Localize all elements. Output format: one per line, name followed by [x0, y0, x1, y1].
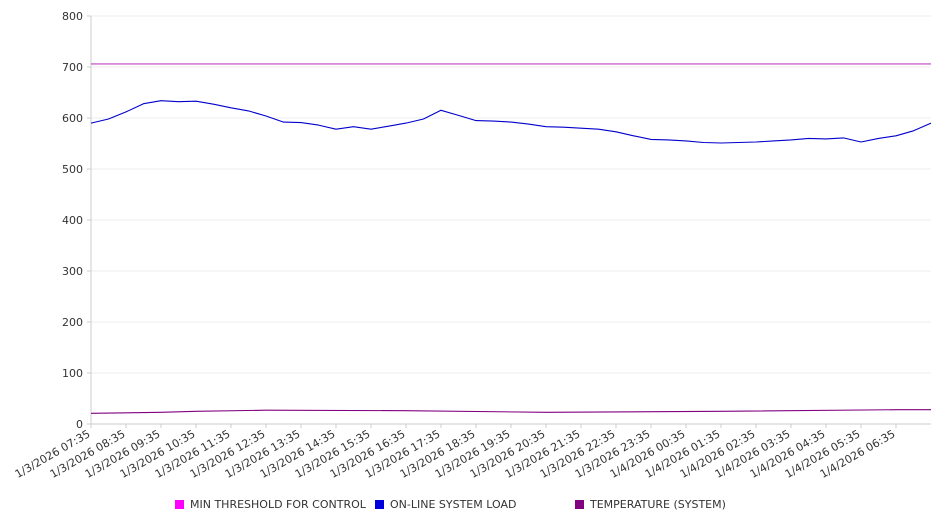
y-tick-label: 400	[62, 214, 83, 227]
series-line-temperature	[90, 409, 931, 414]
series-line-online-system-load	[90, 100, 932, 144]
legend-label: ON-LINE SYSTEM LOAD	[390, 498, 517, 511]
y-tick-label: 500	[62, 163, 83, 176]
legend-label: TEMPERATURE (SYSTEM)	[590, 498, 726, 511]
legend-item-online-system-load[interactable]: ON-LINE SYSTEM LOAD	[375, 498, 516, 511]
legend-swatch	[175, 500, 184, 509]
legend-item-min-threshold[interactable]: MIN THRESHOLD FOR CONTROL	[175, 498, 366, 511]
legend-swatch	[575, 500, 584, 509]
legend-label: MIN THRESHOLD FOR CONTROL	[190, 498, 366, 511]
y-tick-label: 800	[62, 10, 83, 23]
y-tick-label: 700	[62, 61, 83, 74]
y-tick-label: 600	[62, 112, 83, 125]
x-tick-labels: 1/3/2026 07:351/3/2026 08:351/3/2026 09:…	[13, 427, 898, 481]
axes	[87, 15, 931, 428]
y-tick-label: 200	[62, 316, 83, 329]
legend-item-temperature-system[interactable]: TEMPERATURE (SYSTEM)	[575, 498, 726, 511]
legend: MIN THRESHOLD FOR CONTROL ON-LINE SYSTEM…	[0, 498, 946, 514]
grid-lines	[91, 15, 931, 374]
y-tick-label: 300	[62, 265, 83, 278]
y-tick-label: 100	[62, 367, 83, 380]
y-tick-label: 0	[76, 418, 83, 431]
series-lines	[90, 63, 932, 414]
y-tick-labels: 0 100 200 300 400 500 600 700 800	[62, 10, 83, 431]
legend-swatch	[375, 500, 384, 509]
